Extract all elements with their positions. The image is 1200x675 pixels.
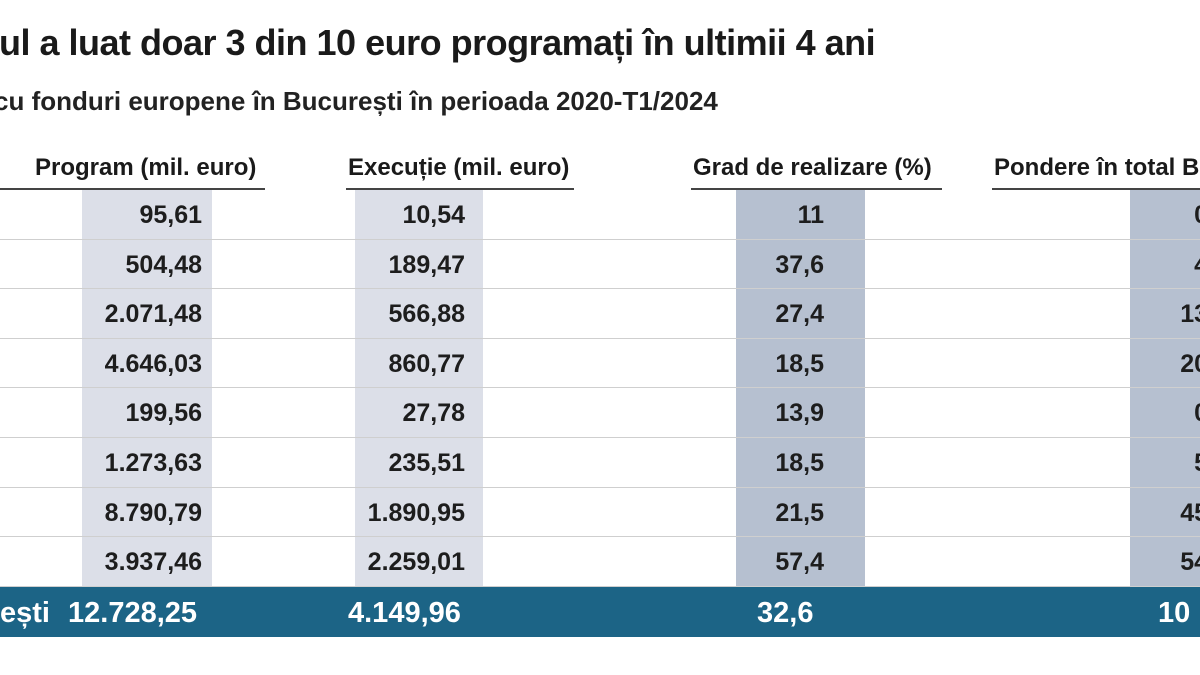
table-cell-grad: 21,5 bbox=[775, 498, 824, 527]
table-cell-executie: 860,77 bbox=[388, 349, 465, 378]
row-divider bbox=[0, 585, 1200, 587]
row-divider bbox=[0, 486, 1200, 488]
header-underline bbox=[992, 188, 1200, 190]
page-title: tiul a luat doar 3 din 10 euro programaț… bbox=[0, 22, 876, 63]
table-cell-pondere: 5 bbox=[1194, 438, 1200, 486]
table-cell-pondere: 45 bbox=[1180, 498, 1200, 527]
page-subtitle: cu fonduri europene în București în peri… bbox=[0, 86, 718, 116]
row-divider bbox=[0, 387, 1200, 389]
program-column-band bbox=[82, 190, 212, 587]
total-program: 12.728,25 bbox=[68, 597, 198, 629]
table-cell-pondere: 13 bbox=[1180, 300, 1200, 329]
table-cell-executie: 566,88 bbox=[388, 300, 465, 329]
table-cell-program: 4.646,03 bbox=[104, 349, 202, 378]
header-underline bbox=[0, 188, 265, 190]
row-divider bbox=[0, 288, 1200, 290]
table-cell-executie: 2.259,01 bbox=[367, 548, 465, 577]
table-cell-program: 2.071,48 bbox=[104, 300, 202, 329]
pondere-column-band bbox=[1130, 190, 1200, 587]
table-cell-program: 95,61 bbox=[139, 201, 202, 229]
column-header-grad: Grad de realizare (%) bbox=[693, 154, 932, 181]
table-cell-executie: 189,47 bbox=[388, 250, 465, 279]
executie-column-band bbox=[355, 190, 483, 587]
table-cell-program: 199,56 bbox=[125, 399, 202, 428]
header-underline bbox=[346, 188, 574, 190]
total-grad: 32,6 bbox=[757, 597, 814, 629]
table-cell-program: 504,48 bbox=[125, 250, 202, 279]
row-divider bbox=[0, 238, 1200, 240]
row-divider bbox=[0, 536, 1200, 538]
table-cell-executie: 1.890,95 bbox=[367, 498, 465, 527]
column-header-program: Program (mil. euro) bbox=[35, 154, 257, 181]
table-cell-pondere: 0 bbox=[1194, 190, 1200, 238]
table-cell-grad: 57,4 bbox=[775, 548, 824, 577]
table-cell-grad: 18,5 bbox=[775, 349, 824, 378]
table-cell-executie: 10,54 bbox=[402, 201, 465, 229]
table-cell-pondere: 0 bbox=[1194, 388, 1200, 436]
total-pondere: 10 bbox=[1158, 597, 1191, 629]
table-cell-program: 8.790,79 bbox=[104, 498, 202, 527]
table-cell-executie: 27,78 bbox=[402, 399, 465, 428]
row-divider bbox=[0, 337, 1200, 339]
table-cell-program: 3.937,46 bbox=[104, 548, 202, 577]
table-cell-grad: 27,4 bbox=[775, 300, 824, 329]
column-header-executie: Execuție (mil. euro) bbox=[348, 154, 570, 181]
total-executie: 4.149,96 bbox=[348, 597, 461, 629]
total-row: ești 12.728,25 4.149,96 32,6 10 bbox=[0, 587, 1200, 637]
header-underline bbox=[691, 188, 942, 190]
table-cell-executie: 235,51 bbox=[388, 449, 465, 477]
column-header-pondere: Pondere în total B bbox=[994, 154, 1200, 181]
table-cell-grad: 11 bbox=[797, 201, 824, 229]
row-divider bbox=[0, 437, 1200, 438]
table-cell-pondere: 20 bbox=[1180, 349, 1200, 378]
table-cell-pondere: 4 bbox=[1194, 240, 1200, 288]
table-cell-grad: 37,6 bbox=[775, 250, 824, 279]
table-cell-grad: 18,5 bbox=[775, 449, 824, 477]
total-label: ești bbox=[0, 597, 50, 629]
grad-column-band bbox=[736, 190, 865, 587]
table-cell-grad: 13,9 bbox=[775, 399, 824, 428]
table-cell-pondere: 54 bbox=[1180, 548, 1200, 577]
table-cell-program: 1.273,63 bbox=[104, 449, 202, 477]
